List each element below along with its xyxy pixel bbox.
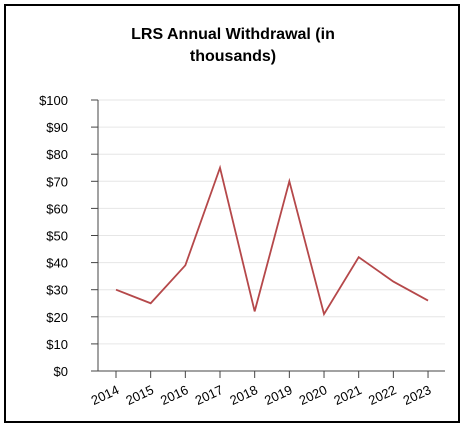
x-tick-label: 2021 (331, 382, 364, 408)
y-tick-label: $90 (46, 120, 68, 135)
y-tick-label: $40 (46, 256, 68, 271)
x-tick-label: 2018 (227, 382, 260, 408)
x-tick-label: 2022 (366, 382, 399, 408)
chart-frame (4, 4, 460, 423)
x-tick-label: 2014 (89, 382, 122, 408)
y-tick-label: $30 (46, 283, 68, 298)
y-tick-label: $0 (54, 364, 68, 379)
x-tick-label: 2020 (297, 382, 330, 408)
y-tick-label: $100 (39, 93, 68, 108)
x-tick-label: 2017 (193, 382, 226, 408)
x-tick-label: 2023 (401, 382, 434, 408)
x-tick-label: 2019 (262, 382, 295, 408)
y-tick-label: $70 (46, 174, 68, 189)
data-line (115, 164, 429, 317)
y-tick-label: $50 (46, 229, 68, 244)
x-tick-label: 2016 (158, 382, 191, 408)
y-tick-label: $60 (46, 201, 68, 216)
y-tick-label: $10 (46, 337, 68, 352)
y-tick-label: $80 (46, 147, 68, 162)
y-tick-label: $20 (46, 310, 68, 325)
chart-title: LRS Annual Withdrawal (in thousands) (131, 26, 335, 65)
x-tick-label: 2015 (123, 382, 156, 408)
